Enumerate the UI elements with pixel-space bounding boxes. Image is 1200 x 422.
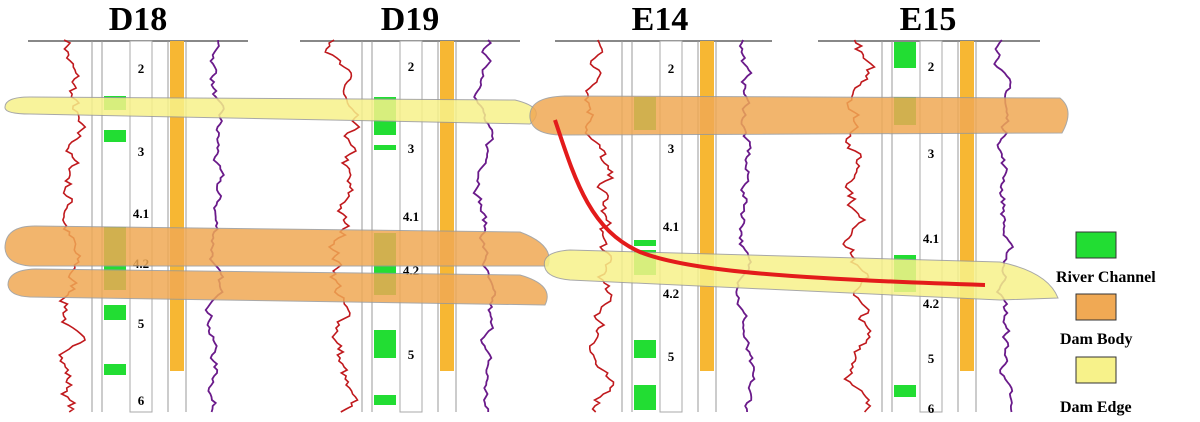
layer-label: 2 xyxy=(928,59,935,74)
river-channel xyxy=(894,385,916,397)
legend-label: River Channel xyxy=(1056,269,1156,286)
river-channel xyxy=(104,305,126,320)
gamma-log xyxy=(842,39,876,413)
legend-swatch xyxy=(1075,356,1117,384)
correlation-curve xyxy=(553,119,986,287)
layer-label: 4.1 xyxy=(403,209,419,224)
legend-label: Dam Edge xyxy=(1060,399,1132,416)
river-channel xyxy=(104,364,126,375)
dam-body xyxy=(7,268,548,306)
river-channel xyxy=(374,395,396,405)
layer-label: 2 xyxy=(408,59,415,74)
orange-bar xyxy=(700,41,714,371)
layer-label: 4.1 xyxy=(133,206,149,221)
river-channel xyxy=(634,385,656,410)
resistivity-log xyxy=(204,40,225,413)
river-channel xyxy=(894,42,916,68)
layer-label: 2 xyxy=(138,61,145,76)
wells: 234.14.256D18234.14.25D19234.14.25E14234… xyxy=(28,1,1040,416)
river-channel xyxy=(634,340,656,358)
resistivity-log xyxy=(993,39,1015,413)
legend-label: Dam Body xyxy=(1060,331,1132,348)
layer-label: 6 xyxy=(138,393,145,408)
river-channel xyxy=(104,130,126,142)
layer-label: 4.2 xyxy=(923,296,939,311)
layer-label: 4.1 xyxy=(923,231,939,246)
well-title: D18 xyxy=(109,1,168,38)
layer-label: 3 xyxy=(928,146,935,161)
layer-label: 5 xyxy=(928,351,935,366)
river-channel xyxy=(374,145,396,150)
well-title: D19 xyxy=(381,1,440,38)
well-title: E15 xyxy=(900,1,957,38)
river-channel xyxy=(374,330,396,358)
legend-swatch xyxy=(1075,293,1117,321)
label-column xyxy=(129,40,153,413)
orange-bar xyxy=(170,41,184,371)
layer-label: 5 xyxy=(668,349,675,364)
dam-body xyxy=(529,95,1069,136)
orange-bar xyxy=(960,41,974,371)
legend: River Channel Dam Body Dam Edge xyxy=(1056,231,1156,416)
layer-label: 4.1 xyxy=(663,219,679,234)
orange-bar xyxy=(440,41,454,371)
layer-label: 5 xyxy=(138,316,145,331)
sand-bodies xyxy=(4,95,1069,306)
layer-label: 5 xyxy=(408,347,415,362)
river-channel xyxy=(634,240,656,246)
label-column xyxy=(399,40,423,413)
well-title: E14 xyxy=(632,1,689,38)
layer-label: 3 xyxy=(408,141,415,156)
dam-edge xyxy=(4,96,537,125)
layer-label: 3 xyxy=(668,141,675,156)
layer-label: 6 xyxy=(928,401,935,416)
legend-swatch xyxy=(1075,231,1117,259)
layer-label: 2 xyxy=(668,61,675,76)
dam-body xyxy=(4,225,550,267)
layer-label: 4.2 xyxy=(663,286,679,301)
layer-label: 3 xyxy=(138,144,145,159)
resistivity-log xyxy=(735,39,756,413)
gamma-log xyxy=(324,39,361,413)
resistivity-log xyxy=(472,39,497,412)
